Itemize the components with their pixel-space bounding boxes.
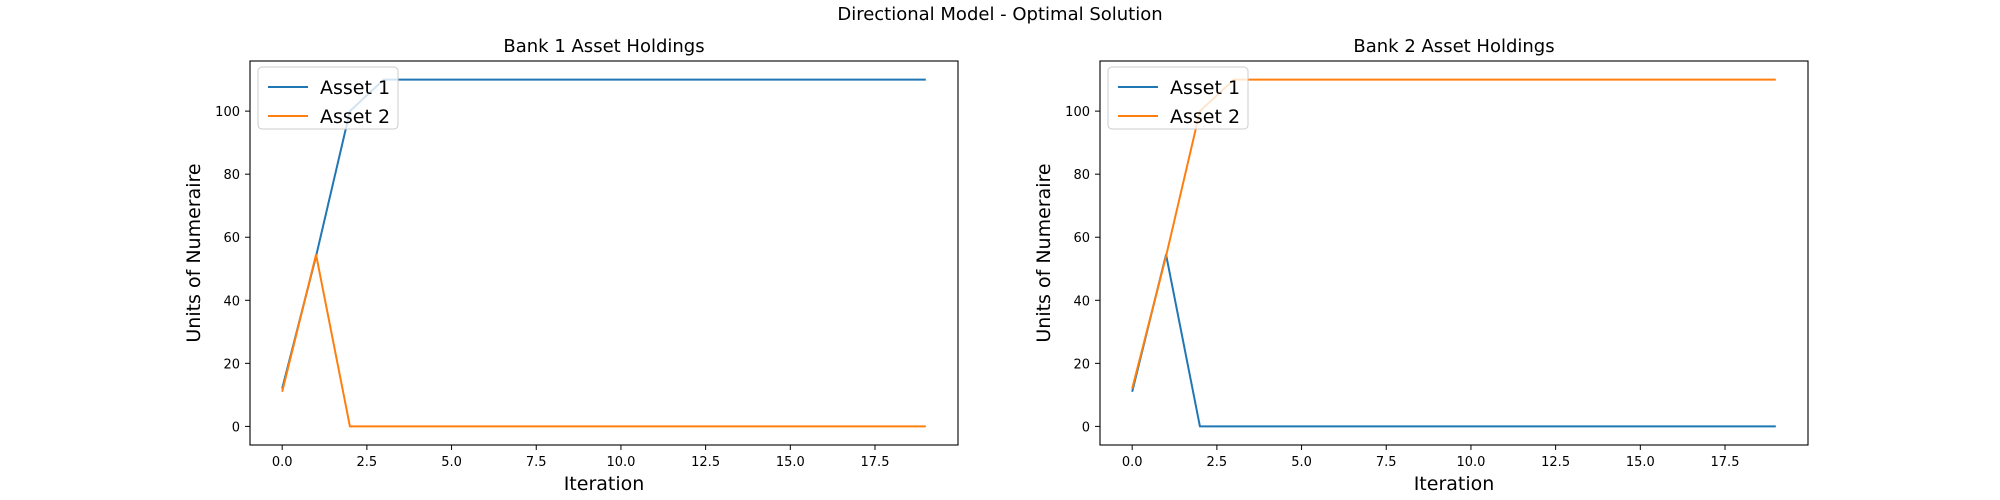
y-tick-label: 40 [1073,294,1090,309]
x-tick-label: 15.0 [1626,455,1655,470]
x-tick-label: 12.5 [691,455,720,470]
x-axis-label: Iteration [564,473,645,495]
chart-title: Bank 2 Asset Holdings [1353,36,1554,57]
x-tick-label: 15.0 [776,455,805,470]
series-line-asset-1 [1131,253,1776,428]
y-tick-label: 0 [1082,420,1090,435]
figure-title: Directional Model - Optimal Solution [837,4,1163,25]
x-tick-label: 2.5 [1207,455,1228,470]
legend-box [1107,66,1249,130]
chart-title: Bank 1 Asset Holdings [503,36,704,57]
x-tick-label: 10.0 [1456,455,1485,470]
x-tick-label: 5.0 [1291,455,1312,470]
legend: Asset 1 Asset 2 [257,66,399,130]
x-tick-label: 10.0 [606,455,635,470]
y-tick-label: 20 [223,357,240,372]
x-tick-label: 0.0 [1122,455,1143,470]
chart-panel-2: Bank 2 Asset Holdings 0.0 2.5 5.0 7.5 10.0 12.… [1033,36,1809,495]
legend: Asset 1 Asset 2 [1107,66,1249,130]
axes-frame [249,60,959,446]
legend-label: Asset 1 [320,77,390,99]
x-axis-label: Iteration [1414,473,1495,495]
x-tick-label: 12.5 [1541,455,1570,470]
x-tick-label: 5.0 [441,455,462,470]
y-tick-label: 40 [223,294,240,309]
chart-panel-1: Bank 1 Asset Holdings 0.0 2.5 5.0 7.5 10.0 12.… [183,36,959,495]
y-tick-label: 20 [1073,357,1090,372]
legend-label: Asset 1 [1170,77,1240,99]
y-tick-label: 60 [1073,231,1090,246]
x-tick-label: 17.5 [861,455,890,470]
x-tick-label: 7.5 [526,455,547,470]
y-tick-label: 0 [232,420,240,435]
x-tick-label: 2.5 [357,455,378,470]
y-tick-label: 100 [1065,105,1090,120]
legend-box [257,66,399,130]
legend-label: Asset 2 [1170,106,1240,128]
axes-frame [1099,60,1809,446]
x-tick-label: 0.0 [272,455,293,470]
x-tick-label: 7.5 [1376,455,1397,470]
legend-label: Asset 2 [320,106,390,128]
y-tick-label: 80 [223,168,240,183]
series-line-asset-2 [281,253,926,428]
x-tick-label: 17.5 [1711,455,1740,470]
y-axis-label: Units of Numeraire [1033,163,1055,342]
y-tick-label: 100 [215,105,240,120]
y-tick-label: 60 [223,231,240,246]
y-tick-label: 80 [1073,168,1090,183]
y-axis-label: Units of Numeraire [183,163,205,342]
